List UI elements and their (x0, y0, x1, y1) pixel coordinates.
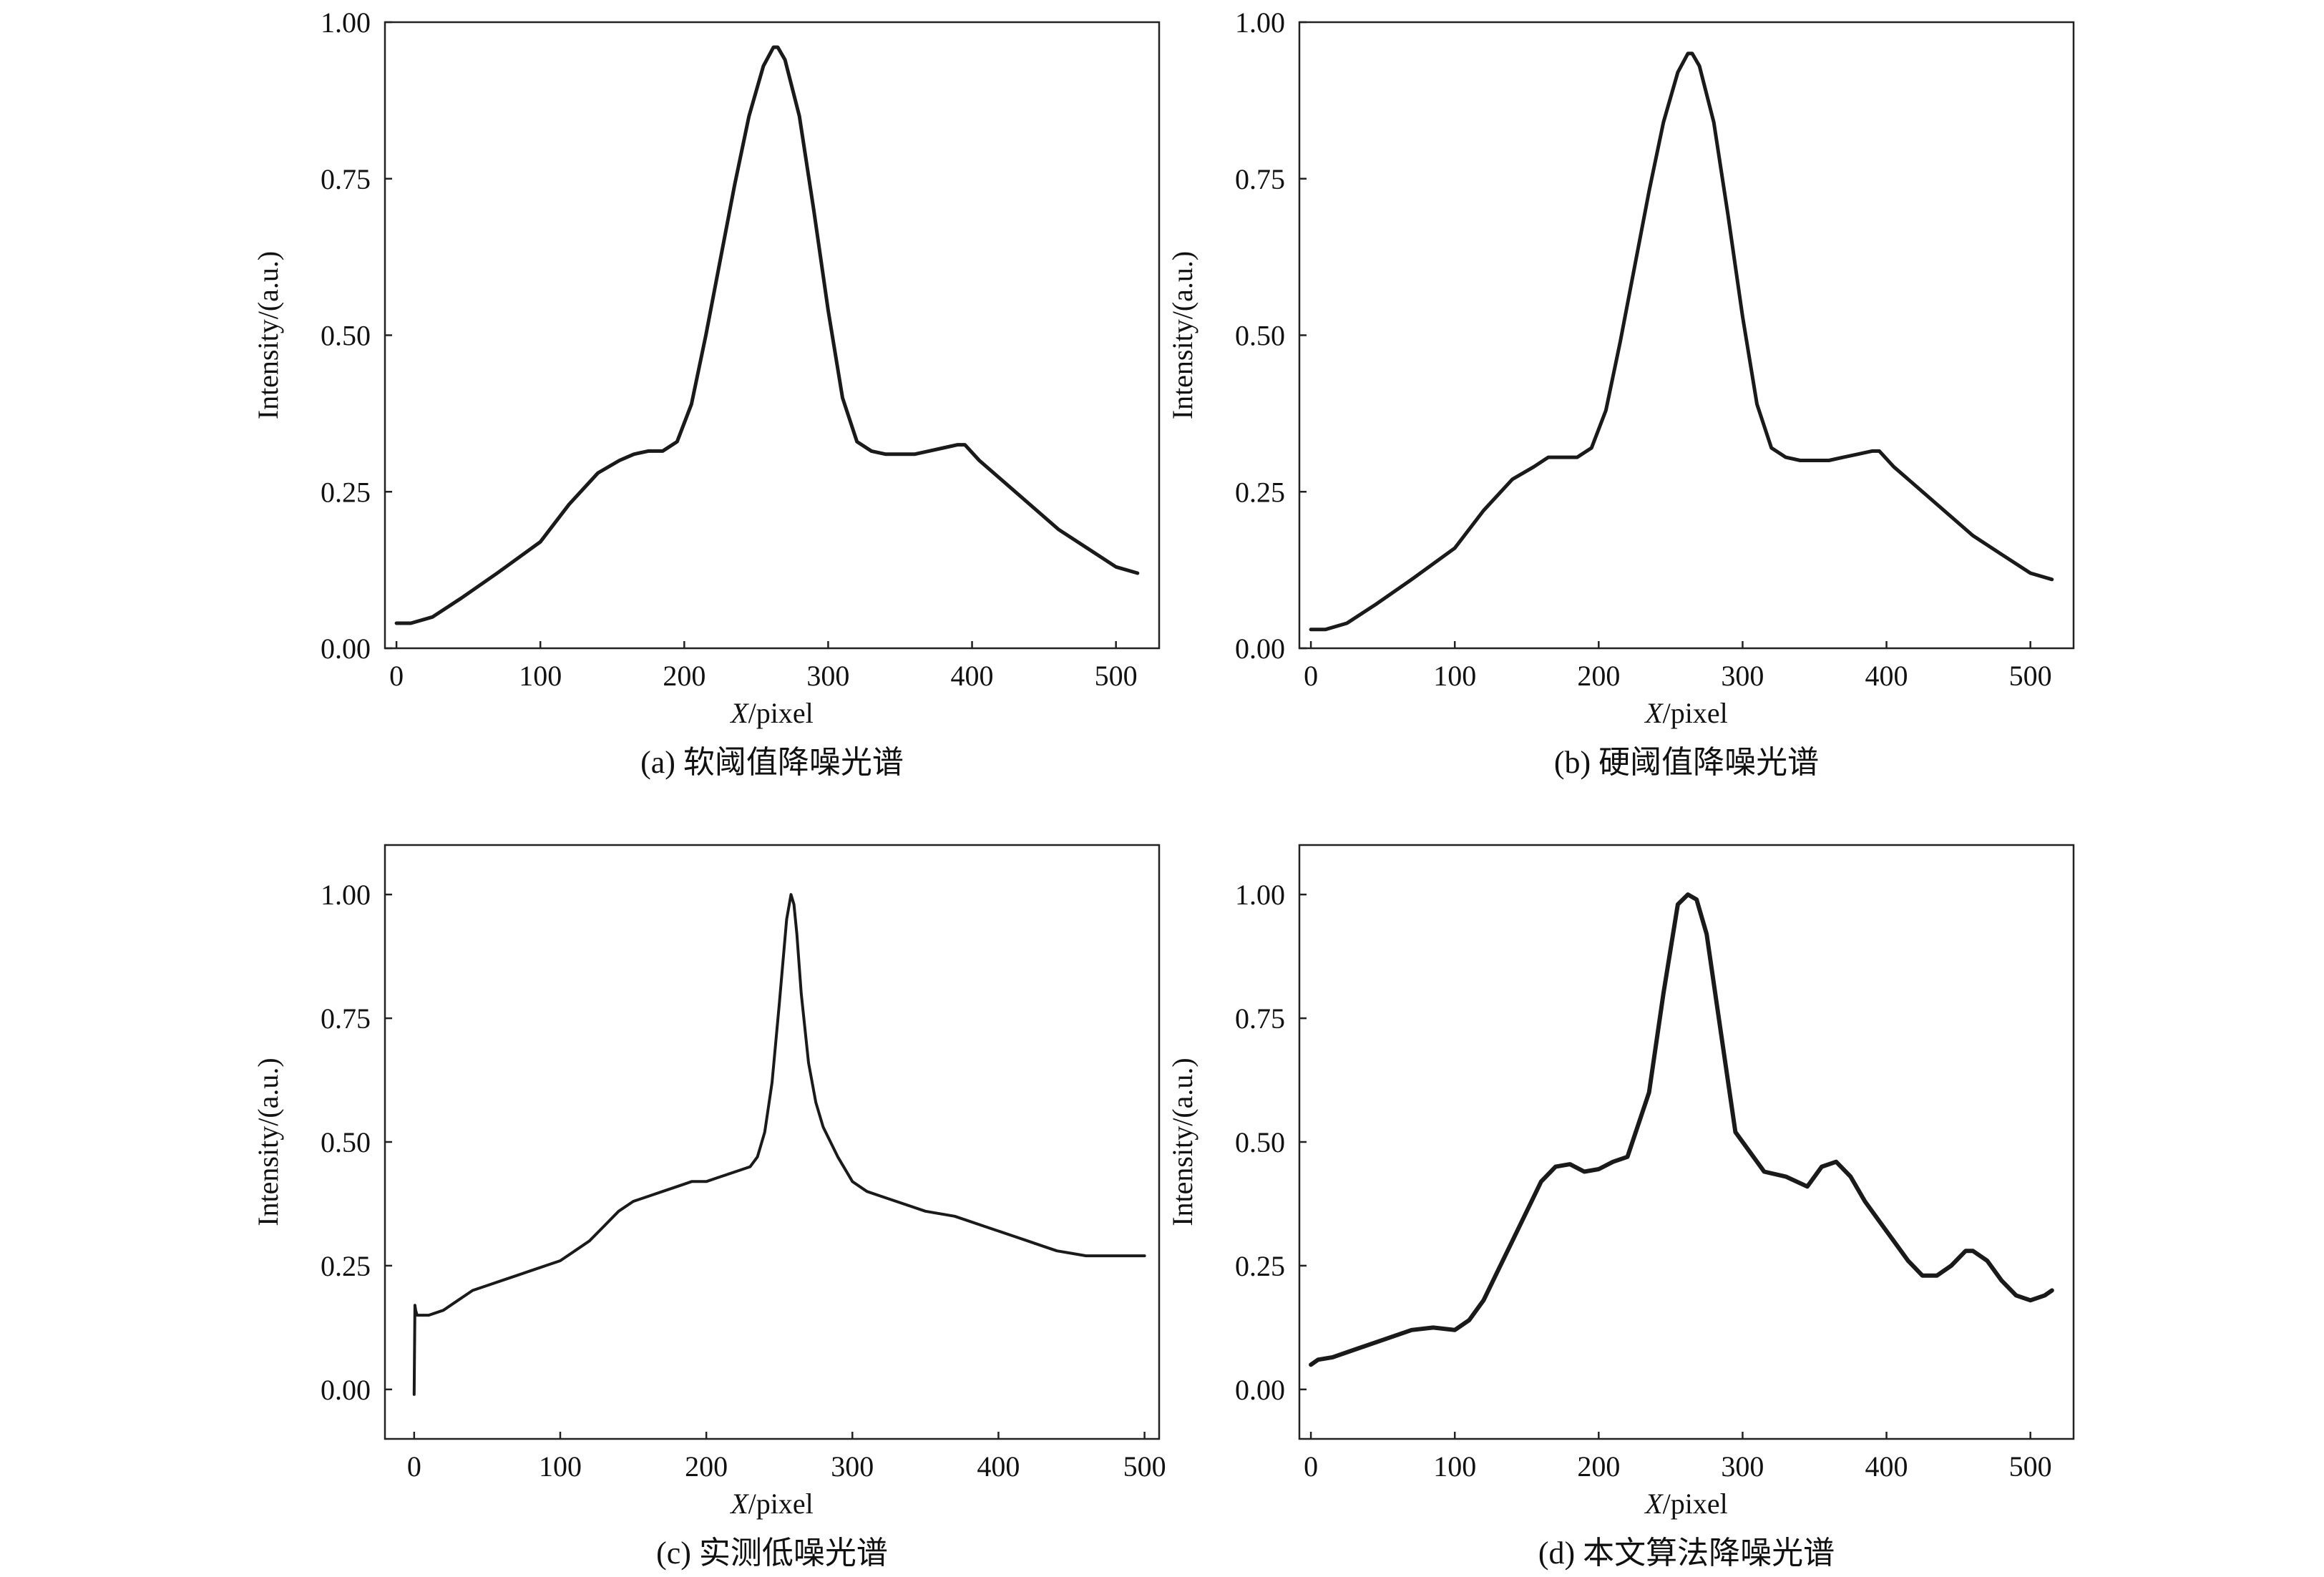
y-tick-label: 0.50 (321, 1126, 371, 1158)
x-tick-label: 200 (1577, 1450, 1620, 1483)
x-axis-label: X/pixel (1644, 1488, 1728, 1520)
panel-c: 0 100 200 300 400 500 0.00 0.25 0.50 0.75 1.00 X/pi… (252, 844, 1166, 1571)
x-tick-label: 500 (2009, 660, 2052, 692)
panel-d: 0 100 200 300 400 500 0.00 0.25 0.50 0.75 1.00 X/pi… (1166, 844, 2075, 1571)
x-tick-label: 500 (2009, 1450, 2052, 1483)
plot-frame (384, 844, 1161, 1440)
x-axis-label: X/pixel (729, 1488, 814, 1520)
panel-caption: (c) 实测低噪光谱 (656, 1536, 888, 1571)
panel-caption: (a) 软阈值降噪光谱 (640, 745, 904, 780)
y-tick-label: 0.75 (1235, 163, 1285, 195)
x-axis-label-unit: /pixel (748, 697, 814, 729)
plot-frame (384, 21, 1161, 650)
x-tick-label: 500 (1123, 1450, 1166, 1483)
x-tick-label: 0 (389, 660, 404, 692)
x-tick-label: 100 (519, 660, 562, 692)
x-axis-label-unit: /pixel (1663, 697, 1728, 729)
panel-caption: (d) 本文算法降噪光谱 (1538, 1536, 1835, 1571)
x-axis-label-variable: X (729, 697, 749, 729)
x-tick-label: 400 (1865, 660, 1908, 692)
x-axis-label-unit: /pixel (748, 1488, 814, 1520)
x-axis-label-unit: /pixel (1663, 1488, 1728, 1520)
y-tick-label: 1.00 (321, 879, 371, 911)
x-tick-label: 500 (1095, 660, 1138, 692)
y-tick-label: 0.00 (321, 1374, 371, 1406)
series-line (1309, 52, 2054, 632)
y-tick-label: 0.25 (321, 476, 371, 508)
x-tick-label: 0 (407, 1450, 421, 1483)
x-tick-label: 400 (1865, 1450, 1908, 1483)
x-tick-label: 300 (1721, 660, 1764, 692)
x-tick-label: 300 (806, 660, 849, 692)
panel-a: 0 100 200 300 400 500 0.00 0.25 0.50 0.75 1.00 X/pi… (252, 6, 1161, 780)
y-tick-label: 0.00 (1235, 633, 1285, 665)
x-tick-label: 200 (685, 1450, 728, 1483)
x-tick-label: 400 (977, 1450, 1020, 1483)
y-tick-label: 0.25 (1235, 476, 1285, 508)
x-tick-label: 400 (951, 660, 994, 692)
x-axis-label-variable: X (1644, 697, 1664, 729)
series-line (1309, 892, 2054, 1367)
y-tick-label: 0.50 (321, 320, 371, 352)
y-tick-label: 0.75 (321, 1002, 371, 1035)
y-tick-label: 0.25 (321, 1250, 371, 1282)
y-tick-label: 1.00 (321, 6, 371, 39)
plot-frame (1298, 21, 2075, 650)
y-tick-label: 0.00 (1235, 1374, 1285, 1406)
x-tick-label: 300 (1721, 1450, 1764, 1483)
y-tick-label: 0.50 (1235, 1126, 1285, 1158)
x-tick-label: 200 (1577, 660, 1620, 692)
x-axis-label-variable: X (1644, 1488, 1664, 1520)
series-line (412, 893, 1146, 1396)
y-axis-label: Intensity/(a.u.) (252, 1058, 284, 1226)
y-axis-label: Intensity/(a.u.) (1166, 1058, 1198, 1226)
x-tick-label: 200 (663, 660, 706, 692)
x-tick-label: 0 (1304, 1450, 1318, 1483)
y-tick-label: 0.00 (321, 633, 371, 665)
x-axis-label: X/pixel (729, 697, 814, 729)
y-tick-label: 0.50 (1235, 320, 1285, 352)
y-tick-label: 1.00 (1235, 879, 1285, 911)
series-line (394, 45, 1140, 625)
panel-caption: (b) 硬阈值降噪光谱 (1554, 745, 1819, 780)
y-tick-label: 0.25 (1235, 1250, 1285, 1282)
plot-frame (1298, 844, 2075, 1440)
y-axis-label: Intensity/(a.u.) (252, 251, 284, 420)
y-tick-label: 0.75 (321, 163, 371, 195)
y-axis-label: Intensity/(a.u.) (1166, 251, 1198, 420)
x-tick-label: 100 (539, 1450, 582, 1483)
y-tick-label: 1.00 (1235, 6, 1285, 39)
panel-b: 0 100 200 300 400 500 0.00 0.25 0.50 0.75 1.00 X/pi… (1166, 6, 2075, 780)
x-axis-label-variable: X (729, 1488, 749, 1520)
x-tick-label: 100 (1433, 1450, 1476, 1483)
x-tick-label: 300 (831, 1450, 874, 1483)
x-tick-label: 100 (1433, 660, 1476, 692)
x-axis-label: X/pixel (1644, 697, 1728, 729)
y-tick-label: 0.75 (1235, 1002, 1285, 1035)
x-tick-label: 0 (1304, 660, 1318, 692)
